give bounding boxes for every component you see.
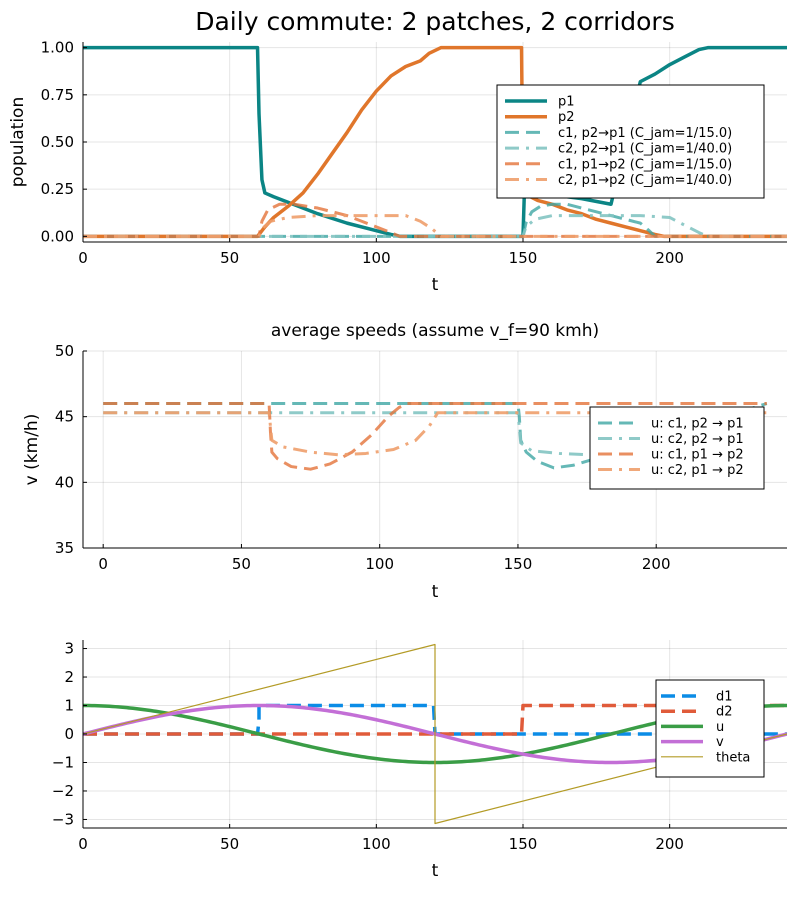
x-tick-label: 50 [220,249,239,267]
y-tick-label: 0.75 [41,86,74,104]
y-tick-label: 1.00 [41,39,74,57]
chart-title: average speeds (assume v_f=90 kmh) [271,321,599,341]
legend-label-p2: p2 [558,110,575,125]
series-line-d2 [83,703,787,736]
chart-title: Daily commute: 2 patches, 2 corridors [195,7,675,36]
x-tick-label: 150 [504,555,533,573]
y-tick-label: 45 [55,408,74,426]
y-tick-label: 2 [64,668,74,686]
legend-label-d2: d2 [716,705,733,720]
x-axis-label: t [432,275,439,295]
y-tick-label: −1 [52,753,74,771]
y-tick-label: 0 [64,725,74,743]
y-axis-label: population [8,97,28,187]
legend-label-c2, p1→p2 (C_jam=1/40.0): c2, p1→p2 (C_jam=1/40.0) [558,173,732,188]
legend-label-c1, p2→p1 (C_jam=1/15.0): c1, p2→p1 (C_jam=1/15.0) [558,126,732,141]
y-tick-label: 0.25 [41,180,74,198]
legend-label-c2, p2→p1 (C_jam=1/40.0): c2, p2→p1 (C_jam=1/40.0) [558,142,732,157]
legend-label-u: c1, p1 → p2: u: c1, p1 → p2 [651,448,744,463]
series-line-p1 [83,45,787,239]
x-axis-label: t [432,582,439,602]
legend-label-c1, p1→p2 (C_jam=1/15.0): c1, p1→p2 (C_jam=1/15.0) [558,157,732,172]
legend: u: c1, p2 → p1u: c2, p2 → p1u: c1, p1 → … [589,406,765,490]
legend-label-u: c2, p1 → p2: u: c2, p1 → p2 [651,463,744,478]
chart-panel-2: 0 50 100 150 200 35 40 45 50 average speeds (assu… [22,321,787,602]
y-tick-label: 50 [55,342,74,360]
y-tick-label: 1 [64,697,74,715]
y-tick-label: 0.00 [41,227,74,245]
legend-label-u: u [716,720,724,735]
x-tick-label: 150 [509,249,538,267]
x-tick-label: 0 [98,555,108,573]
y-tick-label: 40 [55,473,74,491]
series-line-c2, p1→p2 (C_jam=1/40.0) [83,214,787,238]
series-line-p2 [83,45,787,239]
y-tick-label: 0.50 [41,133,74,151]
x-tick-label: 200 [642,555,671,573]
x-tick-label: 100 [362,249,391,267]
x-tick-label: 100 [362,835,391,853]
x-axis-label: t [432,861,439,881]
x-tick-label: 100 [365,555,394,573]
x-tick-label: 50 [220,835,239,853]
chart-panel-1: 0 50 100 150 200 0.00 0.25 0.50 0.75 1.00 Daily co… [8,7,787,295]
legend-box [589,406,765,490]
x-tick-label: 150 [509,835,538,853]
x-tick-label: 200 [655,835,684,853]
y-tick-label: −2 [52,782,74,800]
x-tick-label: 50 [232,555,251,573]
x-tick-label: 200 [655,249,684,267]
legend-label-u: c2, p2 → p1: u: c2, p2 → p1 [651,432,744,447]
y-tick-label: 3 [64,640,74,658]
series-line-c1, p1→p2 (C_jam=1/15.0) [83,202,787,238]
series-line-c2, p2→p1 (C_jam=1/40.0) [83,214,787,238]
series-line-theta [83,643,787,825]
y-axis-label: v (km/h) [22,414,42,486]
legend-label-d1: d1 [716,690,733,705]
x-tick-label: 0 [78,835,88,853]
legend-label-theta: theta [716,750,750,765]
x-tick-label: 0 [78,249,88,267]
y-tick-label: 35 [55,539,74,557]
y-tick-label: −3 [52,810,74,828]
series-line-u: c2, p1 → p2 [103,411,767,457]
series-group [83,45,787,239]
legend-label-v: v [716,735,724,750]
legend-label-u: c1, p2 → p1: u: c1, p2 → p1 [651,417,744,432]
legend-label-p1: p1 [558,95,575,110]
